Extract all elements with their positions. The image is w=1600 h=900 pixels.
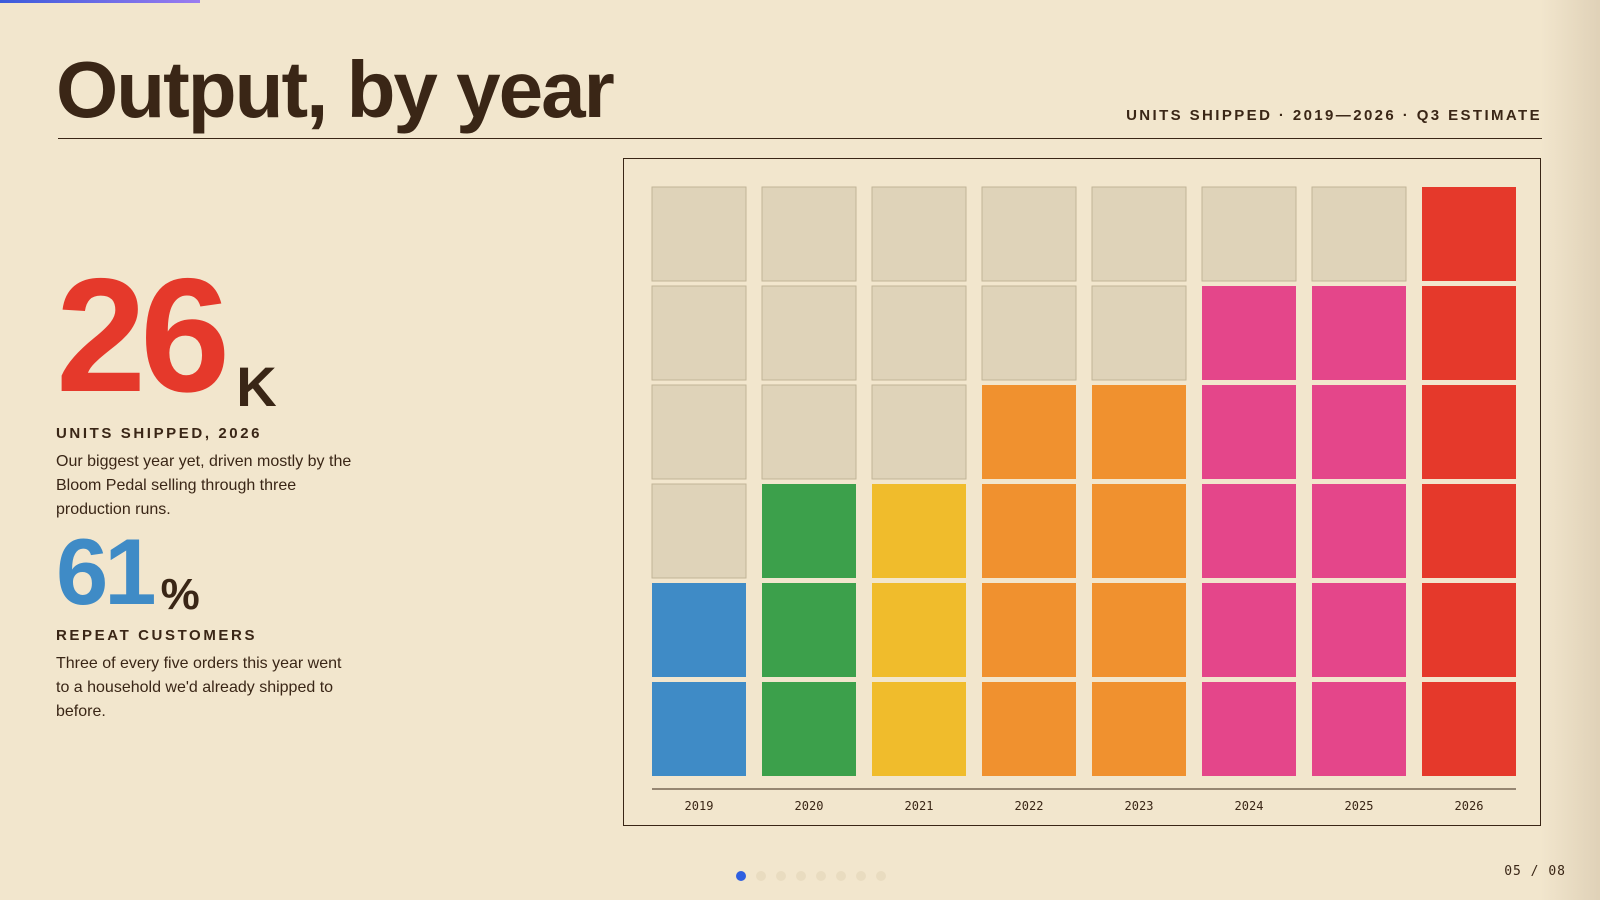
pager-dot[interactable] [876,871,886,881]
bar-unit-2020 [762,484,856,578]
x-tick-label: 2023 [1125,799,1154,813]
stat-units-shipped: 26 K UNITS SHIPPED, 2026 Our biggest yea… [56,255,356,522]
bar-unit-2024 [1202,484,1296,578]
bar-unit-2023 [1092,682,1186,776]
bar-unit-2025 [1312,583,1406,677]
bar-unit-2021 [872,682,966,776]
bar-unit-2019 [652,682,746,776]
unit-bar-chart: 2019 2020 2021 2022 2023 2024 2025 2026 [651,186,1516,813]
bar-unit-2024 [1202,583,1296,677]
empty-unit-2021 [871,285,967,381]
pager-dot[interactable] [756,871,766,881]
bar-unit-2026 [1422,484,1516,578]
header-divider [58,138,1542,139]
bar-unit-2023 [1092,583,1186,677]
bar-unit-2026 [1422,385,1516,479]
slide-pager [736,871,886,881]
bar-unit-2025 [1312,286,1406,380]
stat-description: Three of every five orders this year wen… [56,655,342,720]
bar-unit-2021 [872,583,966,677]
bar-unit-2025 [1312,385,1406,479]
x-tick-label: 2024 [1235,799,1264,813]
stat-unit: % [160,570,200,619]
bar-unit-2026 [1422,187,1516,281]
pager-dot[interactable] [856,871,866,881]
bar-unit-2020 [762,583,856,677]
bar-unit-2021 [872,484,966,578]
empty-unit-2023 [1091,285,1187,381]
bar-unit-2023 [1092,385,1186,479]
chart-frame: 2019 2020 2021 2022 2023 2024 2025 2026 [623,158,1541,826]
stat-label: UNITS SHIPPED, 2026 [56,425,263,442]
x-tick-label: 2026 [1455,799,1484,813]
empty-unit-2022 [981,285,1077,381]
bar-unit-2022 [982,385,1076,479]
stat-label: REPEAT CUSTOMERS [56,627,258,644]
empty-unit-2025 [1311,186,1407,282]
bar-unit-2026 [1422,286,1516,380]
deck-progress-bar [0,0,200,3]
page-edge-shadow [1540,0,1600,900]
page-counter: 05 / 08 [1504,864,1566,879]
x-tick-label: 2022 [1015,799,1044,813]
empty-unit-2024 [1201,186,1297,282]
x-tick-label: 2025 [1345,799,1374,813]
empty-unit-2020 [761,384,857,480]
slide-title: Output, by year [56,45,615,134]
stat-value: 61 [56,519,157,624]
pager-dot[interactable] [836,871,846,881]
pager-dot[interactable] [816,871,826,881]
empty-unit-2019 [651,384,747,480]
x-tick-label: 2019 [685,799,714,813]
stat-unit: K [236,355,277,418]
stat-value: 26 [56,245,230,426]
bar-unit-2024 [1202,286,1296,380]
bar-unit-2025 [1312,484,1406,578]
bar-unit-2024 [1202,682,1296,776]
stat-number: 61 % [56,525,356,619]
empty-unit-2019 [651,186,747,282]
x-tick-label: 2020 [795,799,824,813]
bar-unit-2019 [652,583,746,677]
empty-unit-2019 [651,483,747,579]
empty-unit-2020 [761,186,857,282]
bar-unit-2022 [982,583,1076,677]
empty-unit-2021 [871,384,967,480]
empty-unit-2022 [981,186,1077,282]
empty-unit-2020 [761,285,857,381]
bar-unit-2025 [1312,682,1406,776]
pager-dot[interactable] [776,871,786,881]
bar-unit-2024 [1202,385,1296,479]
bar-unit-2026 [1422,583,1516,677]
slide-subtitle: UNITS SHIPPED · 2019—2026 · Q3 ESTIMATE [1126,107,1542,124]
stat-repeat-customers: 61 % REPEAT CUSTOMERS Three of every fiv… [56,525,356,724]
stat-number: 26 K [56,255,356,417]
empty-unit-2023 [1091,186,1187,282]
empty-unit-2019 [651,285,747,381]
bar-unit-2023 [1092,484,1186,578]
pager-dot[interactable] [736,871,746,881]
bar-unit-2022 [982,484,1076,578]
bar-unit-2022 [982,682,1076,776]
bar-unit-2020 [762,682,856,776]
pager-dot[interactable] [796,871,806,881]
stat-description: Our biggest year yet, driven mostly by t… [56,453,352,518]
x-tick-label: 2021 [905,799,934,813]
bar-unit-2026 [1422,682,1516,776]
empty-unit-2021 [871,186,967,282]
